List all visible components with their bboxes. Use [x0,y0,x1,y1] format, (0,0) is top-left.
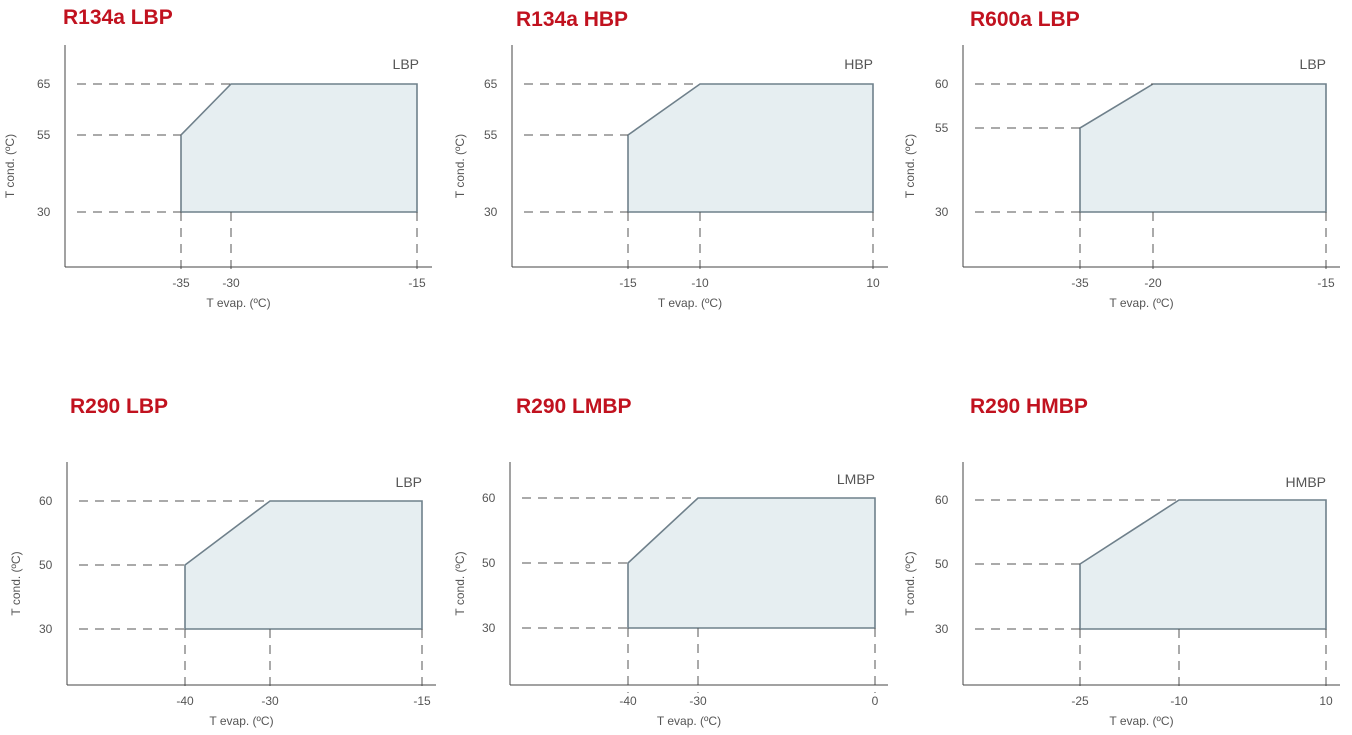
chart-svg: 30 50 60 -40 -30 -15 T evap. (ºC) T cond. (ºC) L… [9,462,436,728]
x-tick-label: -30 [689,694,707,708]
operating-envelope [627,497,876,629]
chart-title: R134a HBP [516,8,629,31]
y-tick-label: 30 [935,622,949,636]
y-tick-label: 60 [935,493,949,507]
x-tick-label: -40 [176,694,194,708]
x-tick-label: -15 [1317,276,1335,290]
x-axis-label: T evap. (ºC) [209,714,273,728]
x-tick-label: -30 [222,276,240,290]
x-tick-label: -35 [172,276,190,290]
y-axis-label: T cond. (ºC) [453,551,467,615]
region-label: LBP [396,474,422,490]
x-tick-label: -10 [1170,694,1188,708]
region-label: HMBP [1286,474,1326,490]
y-tick-label: 50 [935,557,949,571]
y-tick-label: 50 [39,558,53,572]
x-axis-label: T evap. (ºC) [1109,296,1173,310]
y-tick-label: 30 [37,205,51,219]
y-tick-label: 55 [37,128,51,142]
operating-envelope [180,83,418,213]
chart-title: R134a LBP [63,6,173,29]
chart-svg: 30 50 60 -40 -30 0 T evap. (ºC) T cond. (ºC) LMB… [453,462,888,728]
region-label: LBP [1300,56,1326,72]
region-label: HBP [844,56,873,72]
operating-envelope [184,500,423,630]
x-tick-label: -25 [1071,694,1089,708]
region-label: LMBP [837,471,875,487]
operating-envelope [627,83,874,213]
y-tick-label: 60 [935,77,949,91]
x-tick-label: -15 [408,276,426,290]
x-tick-label: -15 [413,694,431,708]
x-axis-label: T evap. (ºC) [1109,714,1173,728]
x-axis-label: T evap. (ºC) [657,714,721,728]
chart-title: R290 LMBP [516,395,632,418]
chart-panel-r134a-lbp: R134a LBP 30 55 65 -35 -30 -15 T evap. (ºC) T c… [0,0,450,330]
x-axis-label: T evap. (ºC) [206,296,270,310]
x-tick-label: -40 [619,694,637,708]
x-tick-label: -15 [619,276,637,290]
operating-envelope [1079,499,1327,630]
x-tick-label: -30 [261,694,279,708]
y-tick-label: 30 [39,622,53,636]
y-tick-label: 55 [935,121,949,135]
y-tick-label: 50 [482,556,496,570]
y-axis-label: T cond. (ºC) [903,551,917,615]
x-tick-label: -20 [1144,276,1162,290]
y-tick-label: 30 [484,205,498,219]
y-axis-label: T cond. (ºC) [453,134,467,198]
x-axis-label: T evap. (ºC) [658,296,722,310]
y-tick-label: 60 [482,491,496,505]
chart-panel-r600a-lbp: R600a LBP 30 55 60 -35 -20 -15 T evap. (ºC) T c… [900,0,1352,330]
y-axis-label: T cond. (ºC) [903,134,917,198]
chart-panel-r290-lmbp: R290 LMBP 30 50 60 -40 -30 0 T evap. (ºC) T con… [450,380,900,735]
chart-title: R600a LBP [970,8,1080,31]
chart-svg: 30 55 60 -35 -20 -15 T evap. (ºC) T cond. (ºC) L… [903,45,1340,310]
y-axis-label: T cond. (ºC) [9,551,23,615]
chart-svg: 30 55 65 -35 -30 -15 T evap. (ºC) T cond. (ºC) L… [3,45,432,310]
x-tick-label: -35 [1071,276,1089,290]
chart-title: R290 LBP [70,395,169,418]
chart-svg: 30 50 60 -25 -10 10 T evap. (ºC) T cond. (ºC) HM… [903,462,1340,728]
y-tick-label: 65 [37,77,51,91]
chart-panel-r290-lbp: R290 LBP 30 50 60 -40 -30 -15 T evap. (ºC) T co… [0,380,450,735]
y-tick-label: 30 [935,205,949,219]
y-tick-label: 65 [484,77,498,91]
y-axis-label: T cond. (ºC) [3,134,17,198]
x-tick-label: 10 [866,276,880,290]
y-tick-label: 60 [39,494,53,508]
y-tick-label: 30 [482,621,496,635]
operating-envelope [1079,83,1327,213]
region-label: LBP [393,56,419,72]
chart-title: R290 HMBP [970,395,1088,418]
chart-panel-r290-hmbp: R290 HMBP 30 50 60 -25 -10 10 T evap. (ºC) T co… [900,380,1352,735]
x-tick-label: -10 [691,276,709,290]
x-tick-label: 10 [1319,694,1333,708]
x-tick-label: 0 [872,694,879,708]
chart-panel-r134a-hbp: R134a HBP 30 55 65 -15 -10 10 T evap. (ºC) T co… [450,0,900,330]
y-tick-label: 55 [484,128,498,142]
chart-svg: 30 55 65 -15 -10 10 T evap. (ºC) T cond. (ºC) HB… [453,45,888,310]
